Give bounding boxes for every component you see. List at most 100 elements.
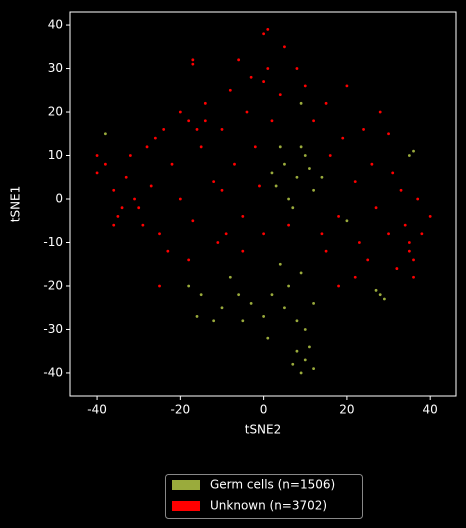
point [258,184,261,188]
y-tick-label: -30 [43,322,63,336]
point [278,262,282,266]
point [374,206,378,210]
point [378,110,382,114]
point [187,284,191,288]
point [407,241,411,244]
point [412,258,415,262]
point [287,284,291,288]
point [270,293,274,297]
plot-frame [69,11,457,397]
point [141,223,145,227]
point [153,136,157,140]
point [362,128,365,131]
point [312,188,315,192]
point [212,180,216,184]
y-tick-label: 0 [55,191,63,205]
point [191,58,195,62]
x-tick-label: -40 [87,403,107,417]
point [220,188,224,192]
point [133,197,136,201]
point [345,219,349,223]
point [245,110,249,114]
point [112,223,116,227]
point [249,301,253,305]
legend-swatch [172,480,200,490]
point [145,145,149,149]
point [220,128,224,131]
point [241,214,245,218]
x-tick-label: -20 [171,403,191,417]
point [412,275,415,279]
point [303,358,307,362]
point [328,154,332,157]
point [303,84,307,88]
point [233,162,236,166]
point [241,319,245,323]
point [412,149,415,153]
point [295,175,299,179]
point [403,223,407,227]
point [357,241,361,244]
point [287,197,291,201]
y-tick-label: -10 [43,235,63,249]
point [353,180,357,184]
point [295,319,299,323]
point [337,284,340,288]
point [203,119,207,123]
point [228,88,232,92]
point [266,336,270,340]
point [337,214,340,218]
point [262,32,266,36]
point [324,101,328,105]
point [312,367,315,371]
legend-swatch [172,501,200,511]
point [270,119,274,123]
point [158,284,161,288]
point [378,293,382,297]
point [320,175,324,179]
points [95,27,432,375]
point [203,101,207,105]
point [187,258,191,262]
point [320,232,324,236]
y-tick-label: 40 [48,18,63,32]
x-axis-label: tSNE2 [245,423,282,437]
point [283,45,286,49]
point [407,249,411,253]
x-tick-label: 40 [423,403,438,417]
point [407,154,411,157]
point [391,171,395,175]
point [295,349,299,353]
point [266,27,270,31]
point [399,188,403,192]
point [262,315,266,318]
point [428,214,432,218]
point [178,197,182,201]
y-tick-label: 10 [48,148,63,162]
point [283,162,286,166]
point [120,206,124,210]
point [353,275,357,279]
point [299,371,303,375]
point [274,184,278,188]
point [166,249,170,253]
point [341,136,345,140]
point [195,128,199,131]
point [95,171,99,175]
point [312,301,315,305]
point [295,67,299,70]
point [178,110,182,114]
y-tick-label: -20 [43,278,63,292]
point [299,145,303,149]
point [370,162,374,166]
point [387,132,390,136]
point [249,75,253,79]
point [299,271,303,275]
point [420,232,424,236]
point [299,101,303,105]
point [308,167,311,170]
point [216,241,220,244]
point [291,206,295,210]
